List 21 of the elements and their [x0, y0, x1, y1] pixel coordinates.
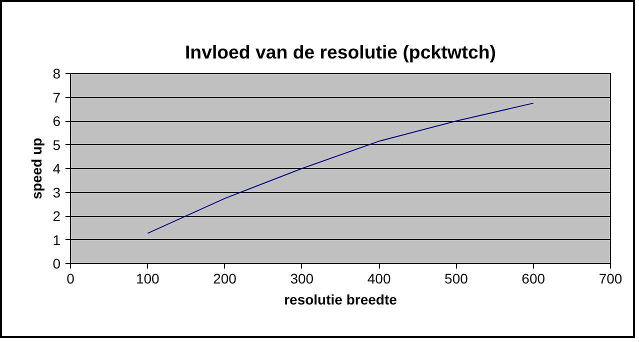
y-tick-label: 4 — [52, 160, 61, 176]
y-tick-label: 0 — [52, 256, 61, 272]
y-tick-label: 8 — [52, 66, 61, 82]
y-tick-label: 3 — [52, 184, 61, 200]
y-axis-title: speed up — [28, 138, 45, 200]
x-tick-label: 500 — [444, 270, 468, 286]
y-tick-label: 6 — [52, 113, 61, 129]
x-tick-label: 100 — [136, 270, 160, 286]
x-tick-label: 400 — [367, 270, 391, 286]
line-series — [147, 102, 534, 234]
y-tick-label: 5 — [52, 136, 61, 153]
x-tick-label: 200 — [213, 270, 237, 286]
chart-title: Invloed van de resolutie (pcktwtch) — [185, 42, 496, 62]
y-tick-label: 1 — [52, 232, 61, 248]
y-tick-label: 2 — [52, 208, 61, 224]
x-tick-label: 300 — [290, 270, 314, 286]
x-axis-title: resolutie breedte — [284, 292, 398, 308]
x-tick-label: 600 — [522, 270, 546, 286]
x-tick-label: 0 — [66, 270, 75, 286]
y-tick-label: 7 — [52, 89, 61, 106]
x-tick-label: 700 — [598, 270, 622, 286]
